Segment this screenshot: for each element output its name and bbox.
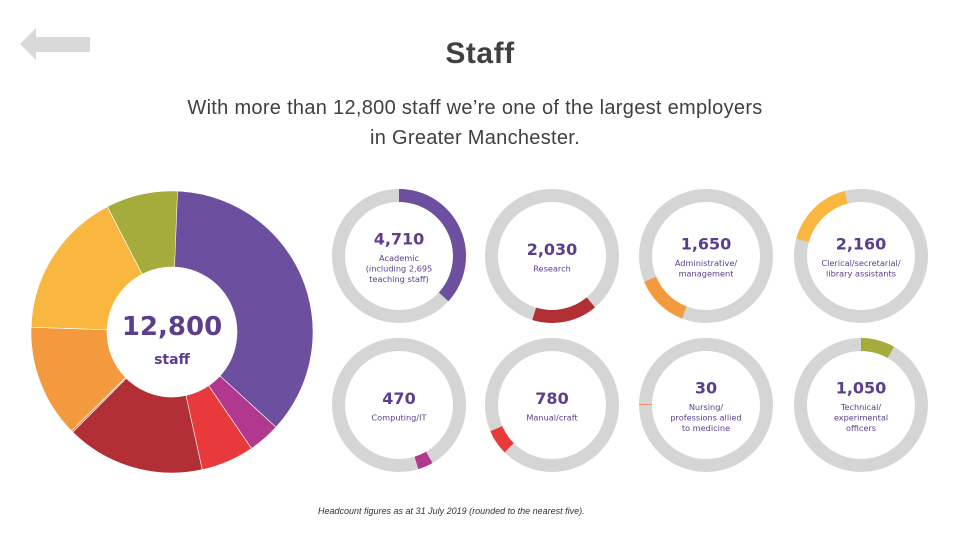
page-subtitle: With more than 12,800 staff we’re one of… [100,93,850,153]
donut-label-academic: (including 2,695 [366,263,433,273]
donut-ring-manual-craft [485,338,619,472]
donut-ring-clerical-secretarial [794,189,928,323]
donut-label-technical: experimental [834,412,888,422]
donut-label-nursing: Nursing/ [689,402,724,412]
donut-value-manual-craft: 780 [535,389,568,408]
donut-value-administrative: 1,650 [681,235,732,254]
donut-label-computing-it: Computing/IT [371,412,427,422]
donut-label-clerical-secretarial: library assistants [826,269,896,279]
donut-label-academic: teaching staff) [369,274,429,284]
donut-label-technical: Technical/ [840,402,882,412]
donut-label-technical: officers [846,423,876,433]
donut-manual-craft: 780 Manual/craft [485,338,619,472]
donut-segment-academic [399,189,467,302]
donut-clerical-secretarial: 2,160 Clerical/secretarial/library assist… [794,189,928,323]
subtitle-line-1: With more than 12,800 staff we’re one of… [187,97,763,119]
pie-center [107,267,237,397]
donut-label-academic: Academic [379,253,419,263]
page-title: Staff [445,37,515,70]
donut-segment-research [532,297,596,323]
donut-segment-administrative [644,276,687,319]
donut-segment-technical [861,338,895,359]
donut-ring-administrative [639,189,773,323]
donut-label-nursing: to medicine [682,423,730,433]
donut-value-research: 2,030 [527,240,578,259]
donut-label-nursing: professions allied [670,412,741,422]
donut-administrative: 1,650 Administrative/management [639,189,773,323]
donut-label-research: Research [533,263,571,273]
donut-value-nursing: 30 [695,378,717,397]
subtitle-line-2: in Greater Manchester. [369,127,581,149]
donut-value-clerical-secretarial: 2,160 [836,235,887,254]
donut-label-manual-craft: Manual/craft [526,412,578,422]
donut-value-computing-it: 470 [382,389,415,408]
back-button[interactable] [20,26,90,67]
donut-label-administrative: management [679,269,735,279]
donut-ring-computing-it [332,338,466,472]
donut-label-clerical-secretarial: Clerical/secretarial/ [821,258,900,268]
total-value: 12,800 [122,312,222,342]
donut-label-administrative: Administrative/ [675,258,738,268]
donut-computing-it: 470 Computing/IT [332,338,466,472]
footnote: Headcount figures as at 31 July 2019 (ro… [318,506,585,516]
donut-segment-computing-it [414,451,433,470]
total-label: staff [154,352,190,368]
back-arrow-icon [20,28,90,60]
donut-segment-clerical-secretarial [796,191,848,243]
donut-value-technical: 1,050 [836,378,887,397]
donut-segment-manual-craft [490,426,514,453]
donut-research: 2,030 Research [485,189,619,323]
donut-value-academic: 4,710 [374,229,425,248]
donut-segment-nursing [638,404,653,405]
